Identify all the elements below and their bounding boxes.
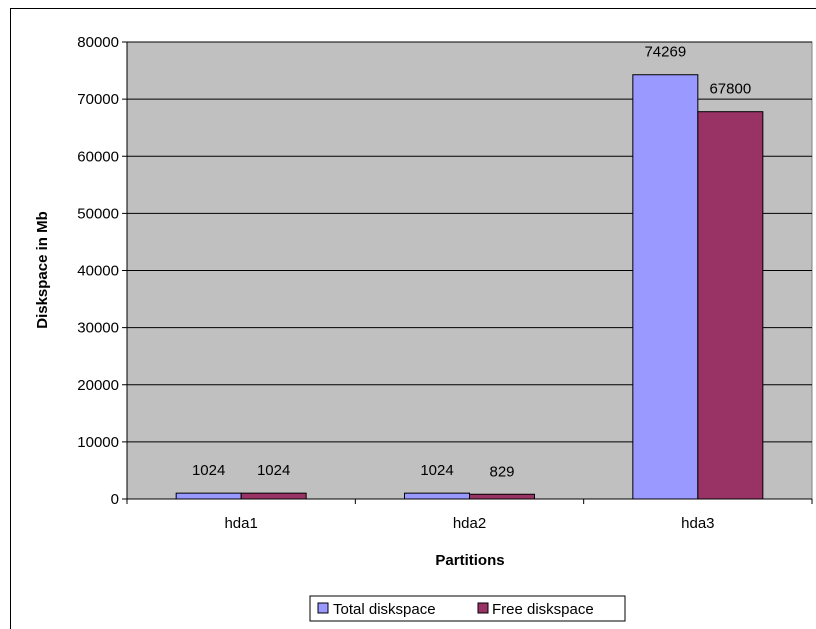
x-axis: hda1 hda2 hda3 <box>126 498 813 532</box>
y-tick-label: 80000 <box>77 34 119 51</box>
legend-swatch-free <box>477 602 489 614</box>
bar-free-diskspace-hda1 <box>240 492 307 500</box>
x-tick-label: hda3 <box>681 515 714 532</box>
y-tick-label: 10000 <box>77 434 119 451</box>
y-tick-label: 50000 <box>77 205 119 222</box>
bars <box>175 74 764 500</box>
legend-box <box>309 595 626 622</box>
x-tick-label: hda1 <box>224 515 257 532</box>
data-label: 1024 <box>192 462 225 479</box>
y-tick-label: 60000 <box>77 148 119 165</box>
legend-swatch-total <box>317 602 329 614</box>
y-tick-label: 0 <box>111 491 119 508</box>
y-axis: 0 10000 20000 30000 40000 50000 60000 70000 8000… <box>77 34 128 508</box>
x-tick-label: hda2 <box>453 515 486 532</box>
bar-total-diskspace-hda2 <box>404 492 470 500</box>
data-label: 67800 <box>709 81 751 98</box>
y-axis-title: Diskspace in Mb <box>34 211 51 329</box>
data-label: 829 <box>489 463 514 480</box>
y-tick-label: 40000 <box>77 263 119 280</box>
bar-total-diskspace-hda3 <box>632 74 699 500</box>
data-label: 1024 <box>257 462 290 479</box>
bar-free-diskspace-hda3 <box>697 111 764 500</box>
data-labels: 1024 1024 1024 829 74269 67800 <box>192 44 751 481</box>
data-label: 74269 <box>644 44 686 61</box>
y-tick-label: 20000 <box>77 377 119 394</box>
y-tick-label: 30000 <box>77 320 119 337</box>
data-label: 1024 <box>420 462 453 479</box>
x-axis-title: Partitions <box>435 552 504 569</box>
legend-label-total: Total diskspace <box>333 601 436 618</box>
legend-label-free: Free diskspace <box>492 601 594 618</box>
bar-total-diskspace-hda1 <box>175 492 242 500</box>
legend: Total diskspace Free diskspace <box>309 595 626 622</box>
bar-free-diskspace-hda2 <box>469 493 535 500</box>
y-tick-label: 70000 <box>77 91 119 108</box>
